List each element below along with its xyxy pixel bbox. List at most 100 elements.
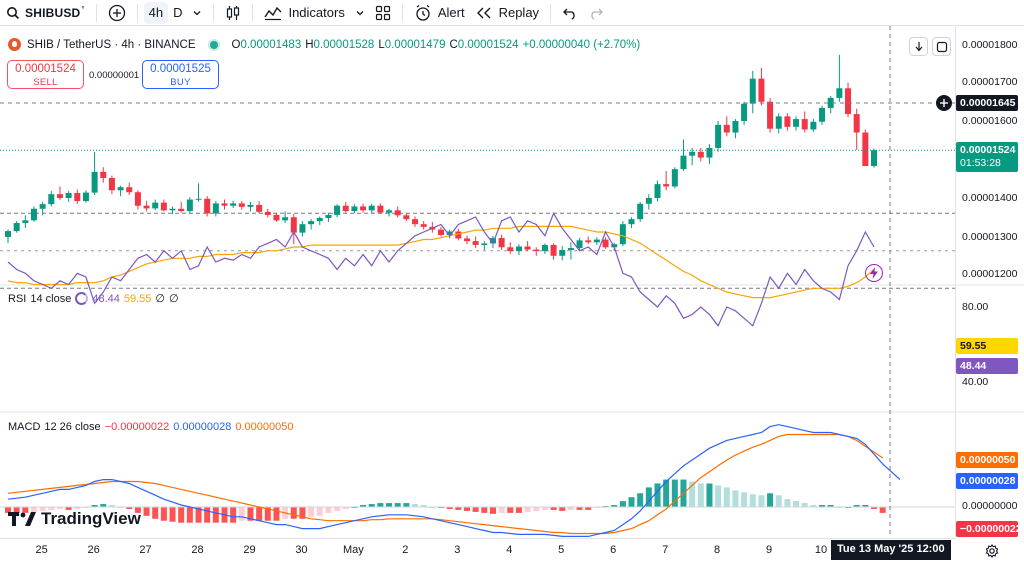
replay-label: Replay xyxy=(498,5,540,20)
legend-title[interactable]: SHIB / TetherUS · 4h · BINANCE xyxy=(27,38,196,51)
macd-histogram-bar xyxy=(360,505,367,507)
compare-symbol-button[interactable] xyxy=(103,2,131,24)
macd-histogram-bar xyxy=(108,505,115,507)
time-axis-label: 3 xyxy=(454,544,461,556)
buy-button[interactable]: 0.00001525 BUY xyxy=(142,60,219,89)
maximize-pane-button[interactable] xyxy=(932,37,951,56)
add-price-alert-button[interactable] xyxy=(936,95,952,111)
candle-body xyxy=(22,220,29,224)
rsi-ma-tag: 59.55 xyxy=(956,338,1018,354)
macd-histogram-bar xyxy=(879,507,886,513)
candle-body xyxy=(108,177,115,191)
legend-high: 0.00001528 xyxy=(313,38,375,51)
templates-button[interactable] xyxy=(370,2,396,24)
macd-histogram-bar xyxy=(65,507,72,510)
divider xyxy=(550,3,552,22)
macd-histogram-bar xyxy=(541,507,548,510)
macd-histogram-bar xyxy=(645,487,652,507)
divider xyxy=(252,3,254,22)
macd-histogram-bar xyxy=(550,507,557,510)
spread-value: 0.00000001 xyxy=(89,70,140,81)
macd-histogram-bar xyxy=(767,493,774,507)
candle-body xyxy=(126,187,133,193)
scroll-down-button[interactable] xyxy=(909,37,928,56)
chart-type-button[interactable] xyxy=(220,2,246,24)
rsi-axis-label: 80.00 xyxy=(962,301,989,313)
candle-body xyxy=(472,241,479,245)
macd-histogram-bar xyxy=(654,483,661,507)
macd-histogram-bar xyxy=(862,505,869,507)
time-axis-label: 2 xyxy=(402,544,409,556)
symbol-search[interactable]: SHIBUSD ° xyxy=(0,2,90,24)
macd-histogram-bar xyxy=(39,507,46,511)
candle-body xyxy=(827,97,834,108)
time-axis-label: 9 xyxy=(766,544,773,556)
alert-label: Alert xyxy=(437,5,465,20)
macd-histogram-bar xyxy=(160,507,167,521)
macd-histogram-bar xyxy=(256,507,263,521)
candle-body xyxy=(299,224,306,233)
last-price: 0.00001524 xyxy=(960,144,1016,156)
time-axis-label: 25 xyxy=(35,544,48,556)
price-axis[interactable] xyxy=(955,26,1024,538)
macd-histogram-bar xyxy=(715,485,722,507)
macd-histogram-bar xyxy=(22,507,29,513)
macd-histogram-value: −0.00000022 xyxy=(104,421,170,433)
macd-histogram-bar xyxy=(871,507,877,509)
replay-button[interactable]: Replay xyxy=(470,2,544,24)
candle-body xyxy=(715,124,722,148)
undo-button[interactable] xyxy=(557,2,583,24)
macd-histogram-bar xyxy=(273,507,280,521)
search-icon xyxy=(7,6,20,19)
last-price-tag: 0.00001524 01:53:28 xyxy=(956,142,1018,172)
price-axis-label: 0.00001200 xyxy=(962,268,1018,280)
candle-body xyxy=(541,244,548,252)
divider xyxy=(213,3,215,22)
candle-body xyxy=(611,244,618,248)
macd-histogram-bar xyxy=(576,507,583,510)
macd-legend[interactable]: MACD 12 26 close −0.00000022 0.00000028 … xyxy=(8,421,293,433)
candle-body xyxy=(784,116,791,127)
candle-body xyxy=(308,221,315,225)
macd-histogram-bar xyxy=(758,495,765,507)
indicators-dropdown[interactable] xyxy=(350,2,370,24)
interval-4h-button[interactable]: 4h xyxy=(143,1,169,24)
shib-logo-icon xyxy=(8,38,21,51)
time-axis[interactable] xyxy=(0,538,955,563)
sell-button[interactable]: 0.00001524 SELL xyxy=(7,60,84,89)
candle-body xyxy=(680,155,687,170)
chart-settings-button[interactable] xyxy=(985,544,999,563)
event-marker[interactable] xyxy=(865,264,883,282)
candle-body xyxy=(247,204,254,207)
macd-histogram-bar xyxy=(567,507,574,510)
macd-histogram-bar xyxy=(515,507,522,513)
candle-body xyxy=(836,88,843,98)
macd-histogram-bar xyxy=(403,503,410,507)
candle-body xyxy=(394,210,401,216)
alert-button[interactable]: Alert xyxy=(409,2,470,24)
market-open-icon xyxy=(209,40,218,49)
redo-button[interactable] xyxy=(583,2,609,24)
candle-body xyxy=(386,210,393,213)
rsi-legend[interactable]: RSI 14 close 48.44 59.55 ∅ ∅ xyxy=(8,292,179,305)
macd-histogram-bar xyxy=(212,507,219,523)
rsi-params: 14 close xyxy=(30,292,72,305)
candle-body xyxy=(334,205,341,215)
candle-body xyxy=(819,107,826,122)
interval-dropdown[interactable] xyxy=(187,2,207,24)
candle-body xyxy=(871,150,877,167)
candle-body xyxy=(178,208,185,212)
candle-body xyxy=(82,192,89,202)
candles-icon xyxy=(227,5,240,20)
rsi-value-tag: 48.44 xyxy=(956,358,1018,374)
interval-d-button[interactable]: D xyxy=(168,2,187,24)
indicators-label: Indicators xyxy=(288,5,345,20)
candle-body xyxy=(143,205,150,209)
macd-histogram-bar xyxy=(663,479,670,507)
candle-body xyxy=(793,119,800,127)
macd-line xyxy=(7,424,901,538)
indicators-button[interactable]: Indicators xyxy=(259,2,349,24)
symbol-marker: ° xyxy=(81,5,85,14)
candle-body xyxy=(767,101,774,129)
